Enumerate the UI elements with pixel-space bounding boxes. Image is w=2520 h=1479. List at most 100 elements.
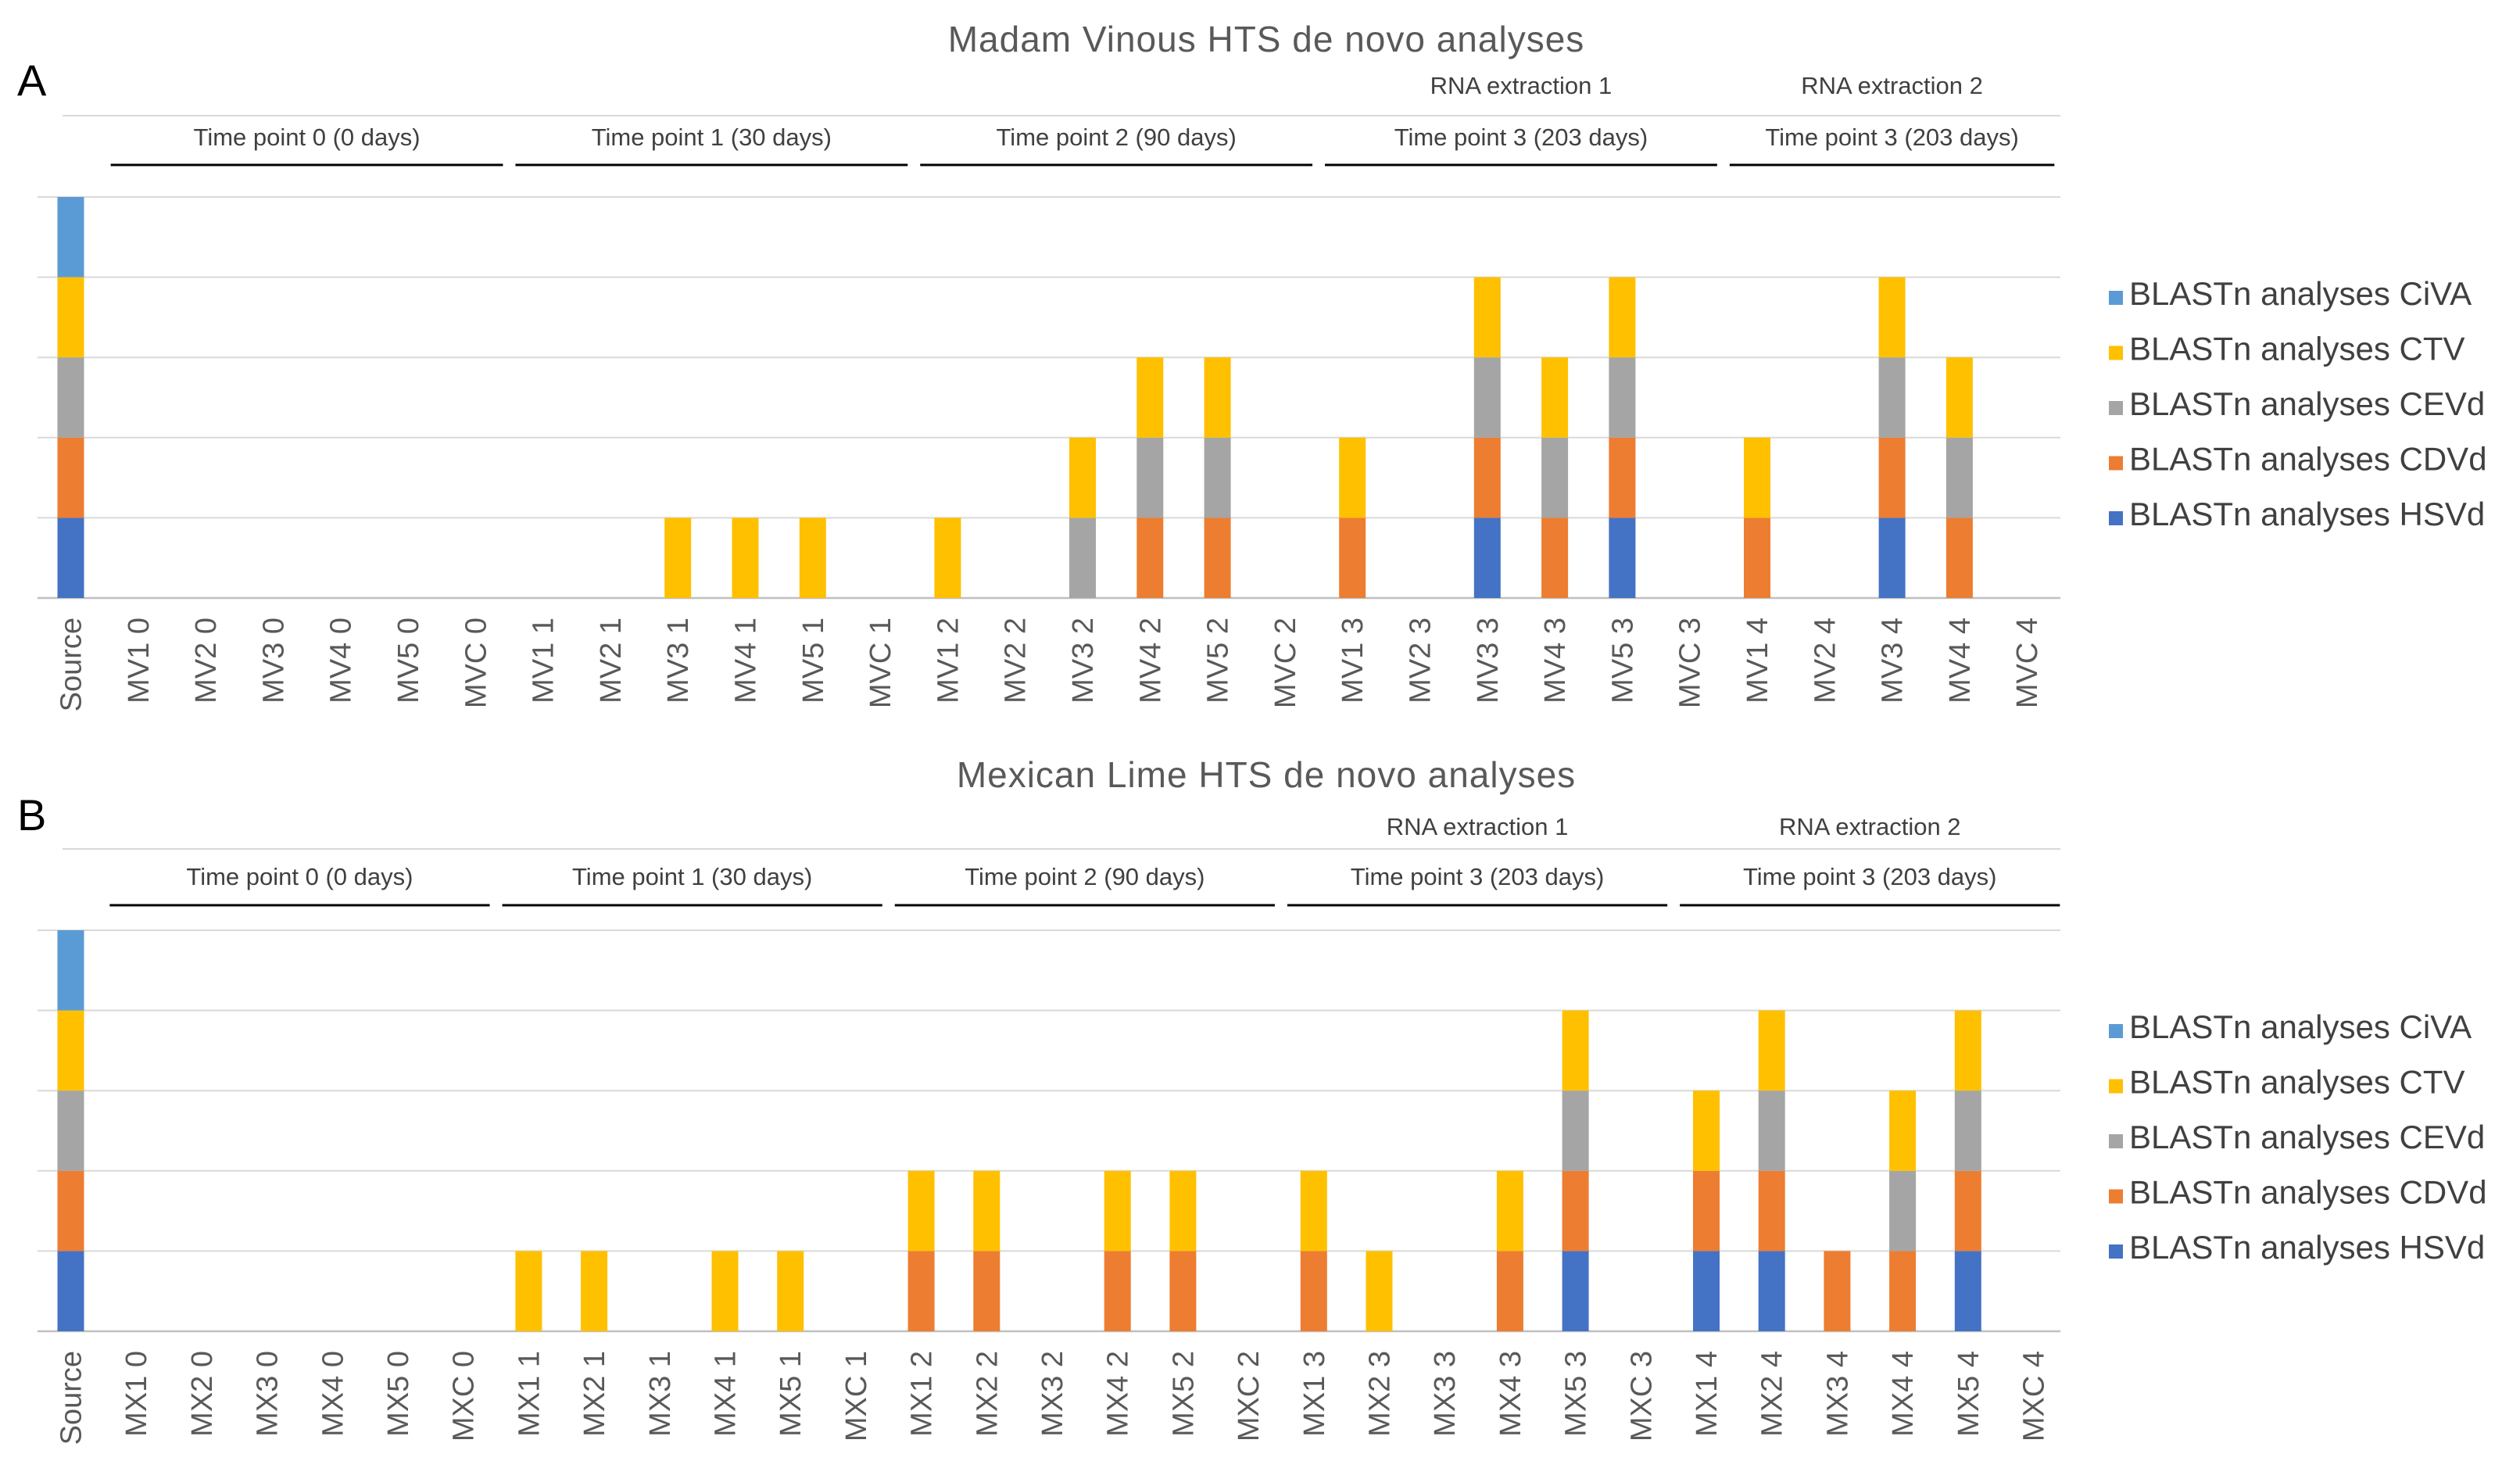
p0-category-label: MV5 2 (1202, 618, 1235, 704)
p0-bar-segment (1541, 517, 1569, 598)
p1-category-label: MX4 0 (317, 1351, 349, 1437)
p1-category-label: MX3 3 (1429, 1351, 1462, 1437)
p1-category-label: MXC 4 (2018, 1351, 2051, 1441)
p0-bar-segment (1945, 517, 1973, 598)
p0-bar-segment (1473, 517, 1501, 598)
p0-bar-segment (1878, 277, 1906, 358)
p1-bar-segment (1758, 1010, 1785, 1091)
p1-bar-segment (1104, 1170, 1131, 1252)
p1-bar-segment (57, 1010, 84, 1091)
p1-category-label: MX3 2 (1036, 1351, 1069, 1437)
p1-legend-label: BLASTn analyses CEVd (2129, 1119, 2485, 1155)
p1-category-label: MXC 1 (840, 1351, 873, 1441)
p0-bar-segment (1945, 437, 1973, 518)
p0-category-label: MV3 0 (257, 618, 290, 704)
p1-bar-segment (1104, 1251, 1131, 1331)
p0-category-label: MV4 3 (1539, 618, 1572, 704)
p0-category-label: MVC 3 (1674, 618, 1707, 708)
p0-group-label: Time point 3 (203 days) (1765, 124, 2019, 151)
p1-category-label: MXC 3 (1625, 1351, 1658, 1441)
p1-category-label: MX1 2 (906, 1351, 939, 1437)
p1-category-label: MX4 4 (1887, 1351, 1920, 1437)
p0-extraction-label: RNA extraction 1 (1430, 72, 1613, 99)
p1-bar-segment (1954, 1170, 1981, 1252)
p0-bar-segment (934, 517, 961, 598)
p1-bar-segment (1954, 1090, 1981, 1171)
p0-category-label: MV5 0 (392, 618, 425, 704)
p0-bar-segment (57, 357, 84, 438)
p0-legend-label: BLASTn analyses CEVd (2129, 385, 2485, 422)
p1-bar-segment (1954, 1010, 1981, 1091)
p0-bar-segment (1609, 277, 1636, 358)
p1-bar-segment (907, 1170, 935, 1252)
p1-bar-segment (1824, 1251, 1851, 1331)
p0-bar-segment (1204, 517, 1231, 598)
p0-category-label: MV5 3 (1606, 618, 1639, 704)
p1-bar-segment (1889, 1251, 1917, 1331)
p0-category-label: MV2 3 (1405, 618, 1437, 704)
p1-bar-segment (1496, 1251, 1523, 1331)
p1-bar-segment (1300, 1170, 1327, 1252)
p1-category-label: MX5 1 (775, 1351, 807, 1437)
p0-bar-segment (1069, 517, 1096, 598)
p0-category-label: MV4 1 (730, 618, 763, 704)
p1-extraction-label: RNA extraction 2 (1779, 813, 1961, 840)
p1-category-label: MX1 4 (1691, 1351, 1724, 1437)
p1-category-label: MXC 2 (1233, 1351, 1265, 1441)
p1-category-label: MX5 3 (1560, 1351, 1593, 1437)
p0-category-label: MV3 1 (662, 618, 695, 704)
p1-category-label: MX1 3 (1298, 1351, 1331, 1437)
p1-legend-label: BLASTn analyses CiVA (2129, 1008, 2472, 1045)
p1-bar-segment (1562, 1170, 1589, 1252)
p1-legend-swatch (2109, 1244, 2123, 1259)
p0-category-label: MV4 0 (325, 618, 358, 704)
p0-bar-segment (1541, 357, 1569, 438)
p1-group-label: Time point 2 (90 days) (965, 863, 1205, 890)
p0-bar-segment (1609, 357, 1636, 438)
p1-bar-segment (1954, 1251, 1981, 1331)
p0-bar-segment (1878, 437, 1906, 518)
p0-bar-segment (1878, 357, 1906, 438)
p1-group-label: Time point 3 (203 days) (1351, 863, 1605, 890)
p0-bar-segment (1339, 437, 1366, 518)
p1-legend-swatch (2109, 1134, 2123, 1148)
p1-group-label: Time point 3 (203 days) (1743, 863, 1997, 890)
p1-category-label: MXC 0 (448, 1351, 481, 1441)
p0-legend-label: BLASTn analyses HSVd (2129, 496, 2485, 532)
p1-bar-segment (1562, 1090, 1589, 1171)
p0-bar-segment (1541, 437, 1569, 518)
p1-category-label: Source (55, 1351, 88, 1445)
p0-bar-segment (1473, 277, 1501, 358)
p1-bar-segment (581, 1251, 608, 1331)
p0-bar-segment (57, 277, 84, 358)
p1-bar-segment (973, 1251, 1000, 1331)
p1-category-label: MX1 0 (120, 1351, 153, 1437)
p0-category-label: MV1 2 (932, 618, 965, 704)
p0-category-label: MV1 3 (1337, 618, 1369, 704)
p1-bar-segment (1169, 1170, 1197, 1252)
p1-bar-segment (1169, 1251, 1197, 1331)
p0-bar-segment (1137, 517, 1164, 598)
p0-category-label: Source (55, 618, 88, 711)
p0-bar-segment (1473, 357, 1501, 438)
p1-legend-swatch (2109, 1024, 2123, 1038)
p1-bar-segment (1889, 1170, 1917, 1252)
p1-bar-segment (57, 1090, 84, 1171)
p1-bar-segment (1300, 1251, 1327, 1331)
p0-bar-segment (1609, 437, 1636, 518)
p1-bar-segment (1693, 1251, 1720, 1331)
p0-legend-swatch (2109, 346, 2123, 360)
p1-bar-segment (57, 1170, 84, 1252)
p1-legend-label: BLASTn analyses CDVd (2129, 1174, 2487, 1211)
p1-bar-segment (907, 1251, 935, 1331)
p0-category-label: MV3 3 (1472, 618, 1505, 704)
p1-category-label: MX5 4 (1953, 1351, 1985, 1437)
p0-bar-segment (57, 437, 84, 518)
p1-category-label: MX4 1 (710, 1351, 743, 1437)
p0-bar-segment (57, 197, 84, 278)
p0-bar-segment (1204, 357, 1231, 438)
p0-bar-segment (664, 517, 692, 598)
p1-bar-segment (1693, 1170, 1720, 1252)
p0-category-label: MV1 1 (528, 618, 560, 704)
p1-category-label: MX4 3 (1494, 1351, 1527, 1437)
